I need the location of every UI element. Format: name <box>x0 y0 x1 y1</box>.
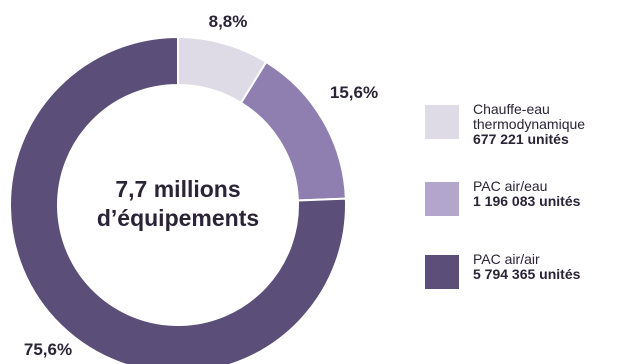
legend-swatch-pac-air-eau <box>425 182 459 216</box>
legend-swatch-pac-air-air <box>425 255 459 289</box>
legend-units: 1 196 083 unités <box>473 193 581 209</box>
center-label-line-2: d’équipements <box>97 205 259 231</box>
legend-label-line-2: thermodynamique <box>473 116 586 132</box>
legend-item-pac-air-eau: PAC air/eau 1 196 083 unités <box>425 179 580 216</box>
percent-label-pac-air-air: 75,6% <box>24 340 72 359</box>
legend-units: 5 794 365 unités <box>473 266 581 282</box>
legend-text-chauffe-eau: Chauffe-eau thermodynamique 677 221 unit… <box>473 102 585 147</box>
legend-item-pac-air-air: PAC air/air 5 794 365 unités <box>425 252 580 289</box>
donut-slices <box>9 35 347 364</box>
donut-slice-3 <box>9 35 347 364</box>
legend-text-pac-air-air: PAC air/air 5 794 365 unités <box>473 252 580 282</box>
legend-units: 677 221 unités <box>473 131 569 147</box>
percent-label-pac-air-eau: 15,6% <box>330 83 378 102</box>
legend-label-line-1: PAC air/eau <box>473 178 548 194</box>
center-label-line-1: 7,7 millions <box>115 176 240 202</box>
legend-label-line-1: Chauffe-eau <box>473 101 550 117</box>
legend-text-pac-air-eau: PAC air/eau 1 196 083 unités <box>473 179 580 209</box>
percent-label-chauffe-eau: 8,8% <box>209 12 248 31</box>
legend-label-line-1: PAC air/air <box>473 251 540 267</box>
legend-item-chauffe-eau: Chauffe-eau thermodynamique 677 221 unit… <box>425 102 585 147</box>
legend-swatch-chauffe-eau <box>425 105 459 139</box>
